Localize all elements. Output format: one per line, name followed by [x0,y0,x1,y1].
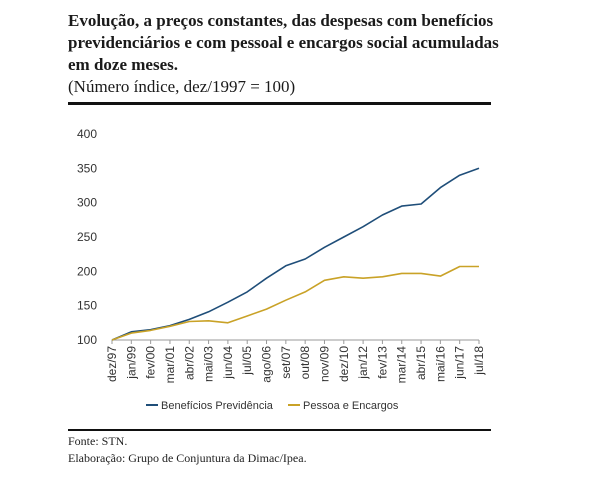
x-tick-label: jan/12 [356,346,370,380]
top-rule [68,102,491,105]
x-tick-label: abr/02 [182,346,196,380]
y-tick-label: 350 [77,161,97,175]
x-tick-label: fev/00 [144,346,158,379]
x-tick-label: mai/16 [433,346,447,382]
y-tick-label: 100 [77,333,97,347]
x-tick-label: jan/99 [124,346,138,380]
x-tick-label: nov/09 [317,346,331,382]
y-tick-label: 250 [77,230,97,244]
x-tick-label: out/08 [298,346,312,380]
x-tick-label: fev/13 [375,346,389,379]
x-tick-label: abr/15 [414,346,428,380]
legend-label-1: Benefícios Previdência [161,400,274,412]
series-line-1 [111,167,480,341]
bottom-rule [68,429,491,431]
chart-title: Evolução, a preços constantes, das despe… [68,10,518,98]
y-tick-label: 200 [77,264,97,278]
x-tick-label: mai/03 [202,346,216,382]
y-tick-label: 400 [77,127,97,141]
y-tick-label: 300 [77,196,97,210]
x-tick-label: jun/04 [221,346,235,380]
x-tick-label: mar/14 [395,346,409,384]
x-tick-label: jun/17 [453,346,467,380]
x-tick-label: jul/18 [472,346,486,376]
x-tick-label: ago/06 [260,346,274,383]
legend-label-2: Pessoa e Encargos [303,400,399,412]
chart-title-text: Evolução, a preços constantes, das despe… [68,11,499,74]
series-line-2 [111,265,479,341]
source-note: Fonte: STN. [68,434,128,448]
x-tick-label: dez/10 [337,346,351,382]
y-tick-label: 150 [77,299,97,313]
x-tick-label: jul/05 [240,346,254,376]
x-tick-label: dez/97 [105,346,119,382]
elaboration-note: Elaboração: Grupo de Conjuntura da Dimac… [68,451,307,465]
chart-footer: Fonte: STN. Elaboração: Grupo de Conjunt… [68,433,307,467]
x-tick-label: set/07 [279,346,293,379]
x-tick-label: mar/01 [163,346,177,384]
chart-subtitle: (Número índice, dez/1997 = 100) [68,77,296,96]
